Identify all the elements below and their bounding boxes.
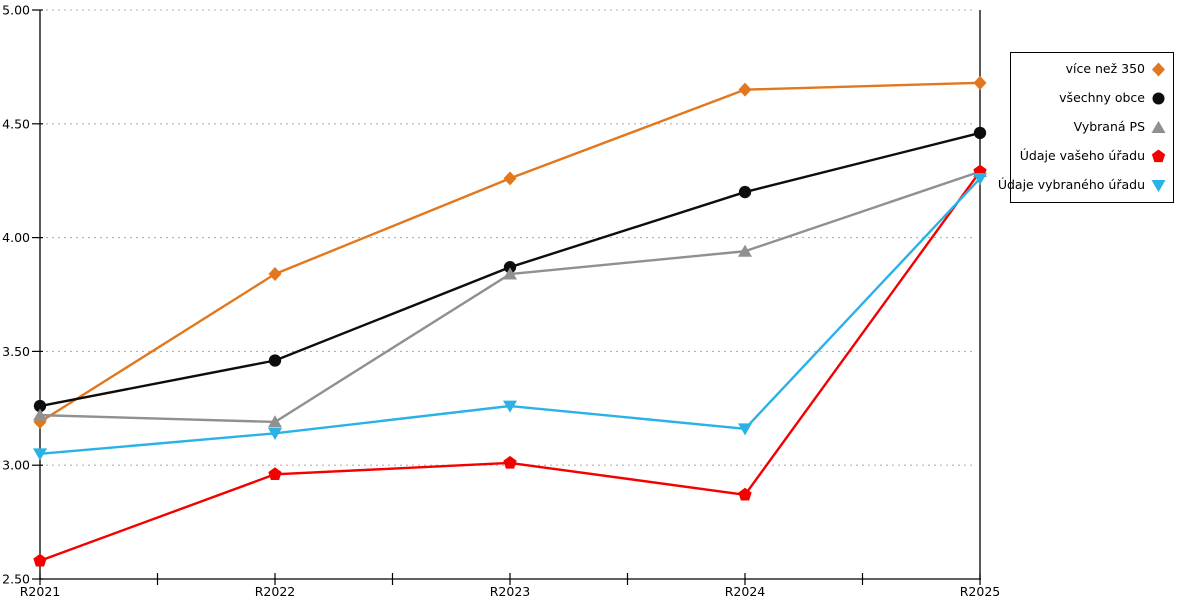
series-vsechny-obce	[33, 126, 987, 413]
data-point	[268, 467, 282, 480]
legend-label: všechny obce	[1059, 90, 1145, 106]
pentagon-glyph	[1151, 149, 1166, 163]
data-point	[503, 455, 517, 469]
data-point	[738, 423, 752, 436]
circle-marker-icon	[1151, 91, 1166, 106]
triangle-down-marker-icon	[1151, 178, 1166, 193]
triangle-up-glyph	[1151, 120, 1166, 133]
data-point	[503, 267, 517, 280]
series-line	[38, 170, 982, 424]
data-point	[973, 172, 987, 186]
legend-item-vsechny-obce: všechny obce	[1015, 84, 1166, 113]
x-axis-tick-label: R2022	[255, 584, 296, 599]
legend-label: více než 350	[1065, 61, 1145, 77]
data-point	[973, 126, 987, 140]
data-point	[738, 185, 752, 199]
data-point	[503, 171, 517, 186]
data-point	[33, 553, 47, 567]
legend-label: Údaje vybraného úřadu	[997, 177, 1145, 193]
data-point	[738, 487, 752, 501]
pentagon-marker-icon	[1151, 149, 1166, 164]
legend-marker-shape	[1151, 180, 1166, 193]
data-point	[268, 427, 282, 440]
y-axis: 2.50 3.00 3.50 4.00 4.50 5.00	[2, 3, 43, 587]
y-axis-tick-label: 4.00	[2, 230, 30, 245]
data-point	[738, 244, 752, 257]
series-vybrana-ps	[33, 164, 987, 428]
series-udaje-vybraneho-uradu	[33, 172, 987, 461]
gridlines	[40, 9, 976, 466]
series-udaje-vaseho-uradu	[33, 164, 987, 567]
triangle-up-marker-icon	[1151, 120, 1166, 135]
legend-marker-shape	[1151, 149, 1166, 163]
series-line	[38, 81, 982, 424]
triangle-down-glyph	[1151, 180, 1166, 193]
data-point	[268, 415, 282, 428]
legend-label: Vybraná PS	[1073, 119, 1145, 135]
series-vice-nez-350	[33, 75, 987, 429]
y-axis-tick-label: 3.50	[2, 344, 30, 359]
legend-item-udaje-vybraneho-uradu: Údaje vybraného úřadu	[998, 171, 1166, 200]
data-point	[268, 354, 282, 367]
data-point	[268, 267, 282, 282]
y-axis-tick-label: 4.50	[2, 116, 30, 131]
chart-legend: více než 350 všechny obce Vybraná PS Úda…	[998, 52, 1174, 203]
legend-marker-shape	[1152, 92, 1165, 105]
legend-marker-shape	[1151, 62, 1166, 77]
data-point	[503, 400, 517, 413]
x-axis-tick-label: R2025	[960, 584, 1001, 599]
data-point	[503, 261, 517, 274]
data-point	[33, 408, 47, 421]
legend-item-udaje-vaseho-uradu: Údaje vašeho úřadu	[1015, 142, 1166, 171]
y-axis-tick-label: 2.50	[2, 572, 30, 587]
y-axis-tick-label: 5.00	[2, 3, 30, 18]
circle-glyph	[1152, 92, 1165, 105]
legend-label: Údaje vašeho úřadu	[1019, 148, 1145, 164]
diamond-marker-icon	[1151, 62, 1166, 77]
data-point	[33, 399, 47, 413]
diamond-glyph	[1151, 62, 1166, 77]
legend-item-vybrana-ps: Vybraná PS	[1015, 113, 1166, 142]
legend-marker-shape	[1151, 120, 1166, 133]
x-axis-tick-label: R2024	[725, 584, 766, 599]
series-line	[38, 170, 982, 562]
data-point	[33, 448, 47, 461]
y-axis-tick-label: 3.00	[2, 458, 30, 473]
legend-item-vice-nez-350: více než 350	[1015, 55, 1166, 84]
x-axis: R2021 R2022 R2023 R2024 R2025	[20, 573, 1001, 599]
x-axis-tick-label: R2021	[20, 584, 61, 599]
x-axis-tick-label: R2023	[490, 584, 531, 599]
data-point	[738, 82, 752, 97]
data-point	[973, 75, 987, 90]
